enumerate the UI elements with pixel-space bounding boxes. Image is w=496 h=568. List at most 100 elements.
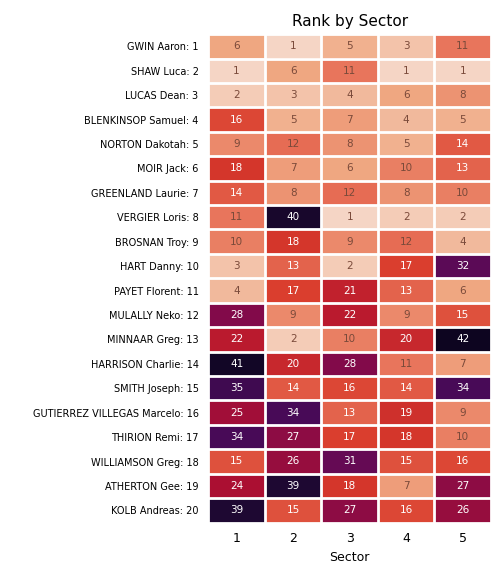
Text: 3: 3 — [403, 41, 410, 51]
Text: 14: 14 — [456, 139, 469, 149]
Text: 13: 13 — [456, 164, 469, 173]
Text: 22: 22 — [230, 335, 243, 344]
Text: 10: 10 — [343, 335, 356, 344]
Text: 9: 9 — [403, 310, 410, 320]
Text: 2: 2 — [233, 90, 240, 100]
Text: 15: 15 — [287, 506, 300, 515]
Text: 26: 26 — [287, 457, 300, 466]
Text: 1: 1 — [403, 66, 410, 76]
Text: 5: 5 — [346, 41, 353, 51]
Text: 2: 2 — [403, 212, 410, 222]
Text: 13: 13 — [400, 286, 413, 295]
Text: 34: 34 — [230, 432, 243, 442]
Text: 16: 16 — [343, 383, 356, 393]
Text: 28: 28 — [230, 310, 243, 320]
Text: 25: 25 — [230, 408, 243, 417]
Text: 12: 12 — [400, 237, 413, 247]
Text: 2: 2 — [346, 261, 353, 271]
Text: 11: 11 — [400, 359, 413, 369]
Text: 5: 5 — [290, 115, 297, 124]
Text: 16: 16 — [456, 457, 469, 466]
Text: 5: 5 — [403, 139, 410, 149]
Text: 35: 35 — [230, 383, 243, 393]
Text: 24: 24 — [230, 481, 243, 491]
Text: 6: 6 — [290, 66, 297, 76]
Text: 14: 14 — [230, 188, 243, 198]
Text: 12: 12 — [343, 188, 356, 198]
Text: 6: 6 — [403, 90, 410, 100]
Text: 21: 21 — [343, 286, 356, 295]
Text: 18: 18 — [343, 481, 356, 491]
Text: 22: 22 — [343, 310, 356, 320]
Text: 6: 6 — [459, 286, 466, 295]
Text: 4: 4 — [403, 115, 410, 124]
Text: 10: 10 — [230, 237, 243, 247]
Text: 2: 2 — [290, 335, 297, 344]
Text: 9: 9 — [459, 408, 466, 417]
Text: 3: 3 — [233, 261, 240, 271]
Text: 9: 9 — [290, 310, 297, 320]
Text: 5: 5 — [459, 115, 466, 124]
Text: 15: 15 — [230, 457, 243, 466]
Text: 18: 18 — [230, 164, 243, 173]
Text: 4: 4 — [233, 286, 240, 295]
Text: 10: 10 — [456, 188, 469, 198]
Text: 20: 20 — [287, 359, 300, 369]
Text: 3: 3 — [290, 90, 297, 100]
Title: Rank by Sector: Rank by Sector — [292, 14, 408, 29]
Text: 13: 13 — [287, 261, 300, 271]
Text: 4: 4 — [346, 90, 353, 100]
Text: 1: 1 — [459, 66, 466, 76]
Text: 32: 32 — [456, 261, 469, 271]
Text: 42: 42 — [456, 335, 469, 344]
Text: 19: 19 — [400, 408, 413, 417]
Text: 10: 10 — [456, 432, 469, 442]
Text: 15: 15 — [456, 310, 469, 320]
Text: 40: 40 — [287, 212, 300, 222]
Text: 10: 10 — [400, 164, 413, 173]
Text: 2: 2 — [459, 212, 466, 222]
Text: 9: 9 — [346, 237, 353, 247]
Text: 4: 4 — [459, 237, 466, 247]
Text: 11: 11 — [343, 66, 356, 76]
Text: 8: 8 — [346, 139, 353, 149]
Text: 1: 1 — [346, 212, 353, 222]
Text: 8: 8 — [290, 188, 297, 198]
Text: 41: 41 — [230, 359, 243, 369]
Text: 27: 27 — [343, 506, 356, 515]
Text: 17: 17 — [287, 286, 300, 295]
Text: 16: 16 — [400, 506, 413, 515]
Text: 11: 11 — [230, 212, 243, 222]
Text: 20: 20 — [400, 335, 413, 344]
Text: 34: 34 — [287, 408, 300, 417]
Text: 12: 12 — [287, 139, 300, 149]
Text: 15: 15 — [400, 457, 413, 466]
Text: 27: 27 — [287, 432, 300, 442]
Text: 7: 7 — [290, 164, 297, 173]
Text: 8: 8 — [403, 188, 410, 198]
Text: 17: 17 — [400, 261, 413, 271]
Text: 1: 1 — [290, 41, 297, 51]
Text: 9: 9 — [233, 139, 240, 149]
Text: 16: 16 — [230, 115, 243, 124]
Text: 7: 7 — [459, 359, 466, 369]
Text: 13: 13 — [343, 408, 356, 417]
Text: 6: 6 — [346, 164, 353, 173]
Text: 39: 39 — [230, 506, 243, 515]
X-axis label: Sector: Sector — [329, 551, 370, 564]
Text: 7: 7 — [346, 115, 353, 124]
Text: 1: 1 — [233, 66, 240, 76]
Text: 11: 11 — [456, 41, 469, 51]
Text: 39: 39 — [287, 481, 300, 491]
Text: 17: 17 — [343, 432, 356, 442]
Text: 6: 6 — [233, 41, 240, 51]
Text: 7: 7 — [403, 481, 410, 491]
Text: 34: 34 — [456, 383, 469, 393]
Text: 31: 31 — [343, 457, 356, 466]
Text: 8: 8 — [459, 90, 466, 100]
Text: 14: 14 — [287, 383, 300, 393]
Text: 18: 18 — [287, 237, 300, 247]
Text: 27: 27 — [456, 481, 469, 491]
Text: 26: 26 — [456, 506, 469, 515]
Text: 18: 18 — [400, 432, 413, 442]
